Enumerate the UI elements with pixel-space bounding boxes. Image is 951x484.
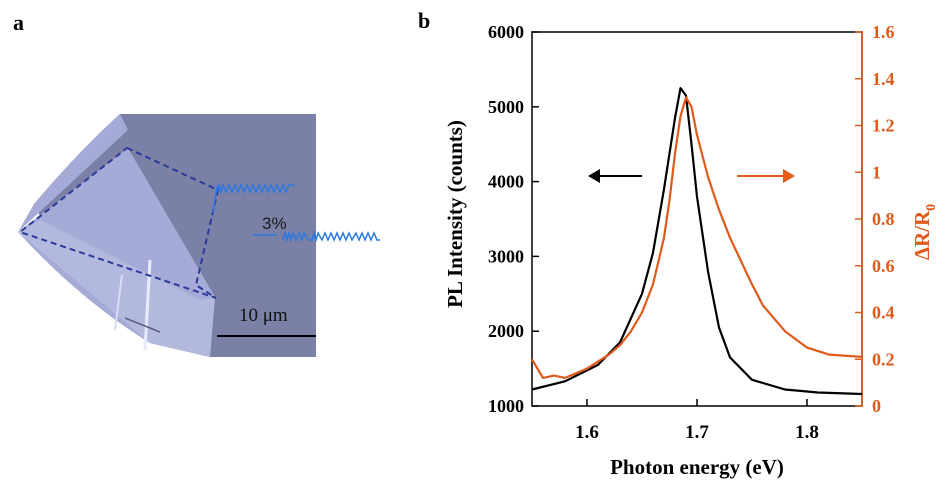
flake-edge: [18, 220, 215, 357]
series-line-reflectance: [531, 96, 863, 379]
x-axis-label: Photon energy (eV): [610, 455, 784, 479]
series-line-pl: [531, 86, 863, 396]
tick-label-right: 0.6: [872, 256, 895, 276]
left-axis-ticks: 1000 2000 3000 4000 5000 6000: [488, 22, 539, 416]
left-arrow: [588, 169, 642, 183]
tick-label-x: 1.7: [685, 422, 709, 443]
panel-b-label: b: [418, 8, 431, 33]
y-axis-right-label: ΔR/R0: [910, 204, 939, 260]
tick-label-left: 4000: [488, 172, 524, 192]
scale-bar-label: 10 μm: [239, 305, 288, 326]
x-axis-ticks: 1.6 1.7 1.8: [575, 399, 819, 443]
region-outline: [17, 146, 220, 299]
strain-step: [212, 185, 218, 214]
micrograph-image: [18, 114, 316, 357]
right-arrow: [737, 169, 795, 183]
tick-label-left: 6000: [488, 22, 524, 42]
tick-label-left: 5000: [488, 97, 524, 117]
tick-label-right: 1: [872, 162, 881, 182]
tick-label-right: 1.4: [872, 69, 895, 89]
tick-label-right: 0.4: [872, 303, 895, 323]
tick-label-x: 1.6: [575, 422, 599, 443]
series-group: [531, 86, 863, 396]
scratch-line: [124, 317, 161, 333]
y-axis-left-label: PL Intensity (counts): [443, 120, 467, 308]
tick-label-right: 0.2: [872, 349, 895, 369]
tick-label-left: 2000: [488, 321, 524, 341]
strain-trace-low: [282, 230, 380, 243]
tick-label-left: 3000: [488, 246, 524, 266]
right-axis-ticks: 0 0.2 0.4 0.6 0.8 1 1.2 1.4 1.6: [855, 22, 895, 416]
tick-label-right: 1.6: [872, 22, 895, 42]
tick-label-right: 0.8: [872, 209, 895, 229]
strain-trace-high: [216, 182, 295, 195]
tick-label-x: 1.8: [795, 422, 819, 443]
strain-label: 3%: [262, 214, 287, 233]
tick-label-right: 0: [872, 396, 881, 416]
tick-label-right: 1.2: [872, 116, 895, 136]
tick-label-left: 1000: [488, 396, 524, 416]
crack-line: [114, 274, 123, 331]
panel-a-label: a: [13, 10, 24, 35]
